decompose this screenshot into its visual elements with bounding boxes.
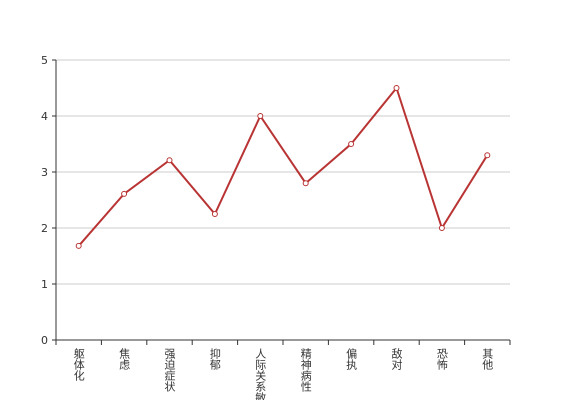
x-tick-label: 恐怖 — [435, 348, 448, 370]
x-tick-label: 抑郁 — [208, 347, 221, 370]
y-tick-label: 0 — [41, 334, 48, 347]
point — [211, 211, 218, 217]
x-tick-label: 其他 — [481, 348, 494, 370]
y-tick-label: 4 — [41, 110, 48, 123]
y-tick-label: 5 — [41, 54, 48, 67]
y-tick-label: 2 — [41, 222, 48, 235]
point — [166, 157, 173, 164]
point — [257, 113, 264, 119]
point — [438, 225, 445, 231]
y-tick-label: 3 — [41, 166, 48, 179]
line-series — [77, 85, 489, 247]
point — [348, 141, 355, 147]
point — [484, 152, 491, 159]
x-tick-label: 焦虑 — [118, 348, 131, 370]
x-tick-label: 精神病性 — [299, 348, 312, 393]
x-tick-label: 偏执 — [345, 347, 358, 371]
point — [121, 190, 128, 197]
point — [75, 242, 82, 249]
x-tick-label: 强迫症状 — [163, 348, 176, 392]
x-tick-label: 敌对 — [390, 347, 403, 370]
x-tick-label: 人际关系敏感 — [254, 348, 267, 400]
point — [393, 85, 400, 91]
point — [302, 180, 309, 187]
y-tick-label: 1 — [41, 278, 48, 291]
x-tick-label: 躯体化 — [72, 348, 85, 382]
